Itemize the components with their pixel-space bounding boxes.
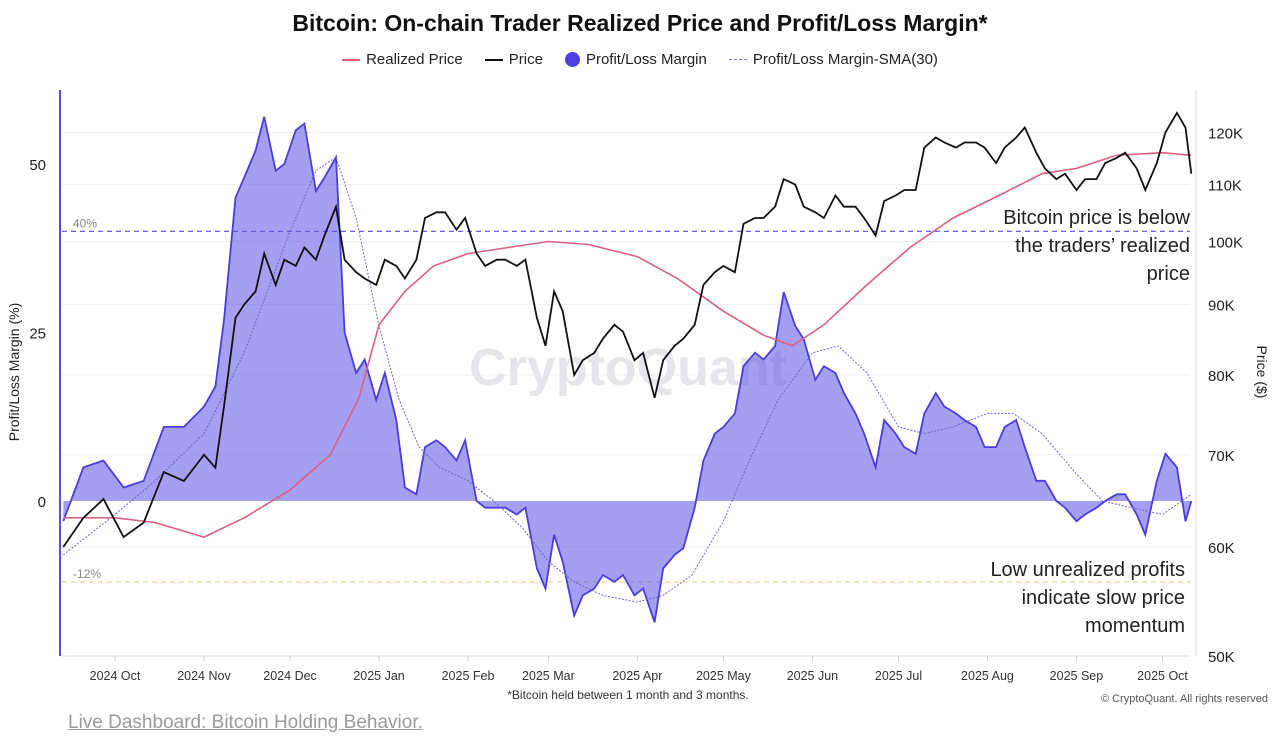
legend: Realized Price Price Profit/Loss Margin … xyxy=(0,51,1280,68)
annotation-line: the traders’ realized xyxy=(1015,235,1190,257)
profit-loss-margin-area xyxy=(63,116,1192,623)
x-tick-label: 2024 Dec xyxy=(263,669,317,683)
margin-annotation: Low unrealized profits indicate slow pri… xyxy=(990,556,1185,640)
right-tick-label: 110K xyxy=(1208,178,1242,195)
annotation-line: indicate slow price xyxy=(1021,587,1185,609)
legend-item-price[interactable]: Price xyxy=(484,51,543,68)
annotation-line: Low unrealized profits xyxy=(990,559,1185,581)
x-tick-label: 2025 Jul xyxy=(875,669,922,683)
x-tick-label: 2025 Sep xyxy=(1050,669,1104,683)
price-swatch xyxy=(484,58,503,61)
x-tick-label: 2024 Oct xyxy=(90,669,141,683)
legend-item-profit-loss-margin[interactable]: Profit/Loss Margin xyxy=(564,51,707,68)
realized-price-swatch xyxy=(342,58,361,61)
footnote: *Bitcoin held between 1 month and 3 mont… xyxy=(507,688,749,702)
right-tick-label: 120K xyxy=(1208,125,1243,142)
margin-swatch xyxy=(564,52,580,67)
price-annotation: Bitcoin price is below the traders’ real… xyxy=(1003,204,1190,288)
right-tick-label: 60K xyxy=(1208,540,1235,557)
right-tick-label: 70K xyxy=(1208,448,1235,465)
axes: 50K 60K 70K 80K 90K 100K 110K 120K 0 25 50 2024 Oct… xyxy=(29,125,1243,683)
legend-label: Price xyxy=(508,51,543,68)
profit-loss-margin-line xyxy=(62,116,1193,623)
legend-item-realized-price[interactable]: Realized Price xyxy=(342,51,463,68)
x-tick-label: 2025 Jan xyxy=(353,669,404,683)
reference-line-label: -12% xyxy=(73,567,101,581)
left-tick-label: 50 xyxy=(29,157,46,174)
left-tick-label: 0 xyxy=(38,494,46,511)
x-tick-label: 2025 May xyxy=(696,669,752,683)
x-tick-label: 2025 Apr xyxy=(612,669,662,683)
right-tick-label: 90K xyxy=(1208,298,1235,315)
watermark: CryptoQuant xyxy=(469,339,787,397)
right-tick-label: 80K xyxy=(1208,368,1235,385)
right-tick-label: 100K xyxy=(1208,234,1243,251)
annotation-line: price xyxy=(1146,263,1190,285)
left-tick-label: 25 xyxy=(29,326,46,343)
price-line xyxy=(62,111,1193,548)
live-dashboard-link[interactable]: Live Dashboard: Bitcoin Holding Behavior… xyxy=(68,712,423,733)
right-axis-title: Price ($) xyxy=(1254,346,1270,399)
x-tick-label: 2024 Nov xyxy=(177,669,231,683)
sma30-line xyxy=(62,156,1192,603)
annotation-line: momentum xyxy=(1084,615,1185,637)
annotation-line: Bitcoin price is below xyxy=(1003,207,1190,229)
left-axis-title: Profit/Loss Margin (%) xyxy=(6,303,22,441)
copyright: © CryptoQuant. All rights reserved xyxy=(1100,693,1268,705)
x-tick-label: 2025 Feb xyxy=(442,669,495,683)
legend-label: Profit/Loss Margin-SMA(30) xyxy=(752,51,938,68)
reference-lines: 40% -12% xyxy=(62,216,1190,583)
x-tick-label: 2025 Aug xyxy=(961,669,1014,683)
legend-label: Realized Price xyxy=(366,51,463,68)
legend-label: Profit/Loss Margin xyxy=(585,51,707,68)
legend-item-sma30[interactable]: Profit/Loss Margin-SMA(30) xyxy=(728,51,938,68)
reference-line-label: 40% xyxy=(73,216,97,230)
x-tick-label: 2025 Mar xyxy=(522,669,575,683)
realized-price-line xyxy=(63,151,1192,538)
right-tick-label: 50K xyxy=(1208,649,1235,666)
x-tick-label: 2025 Jun xyxy=(787,669,838,683)
sma-swatch xyxy=(728,59,747,60)
chart-title: Bitcoin: On-chain Trader Realized Price … xyxy=(292,10,988,36)
x-tick-label: 2025 Oct xyxy=(1137,669,1188,683)
